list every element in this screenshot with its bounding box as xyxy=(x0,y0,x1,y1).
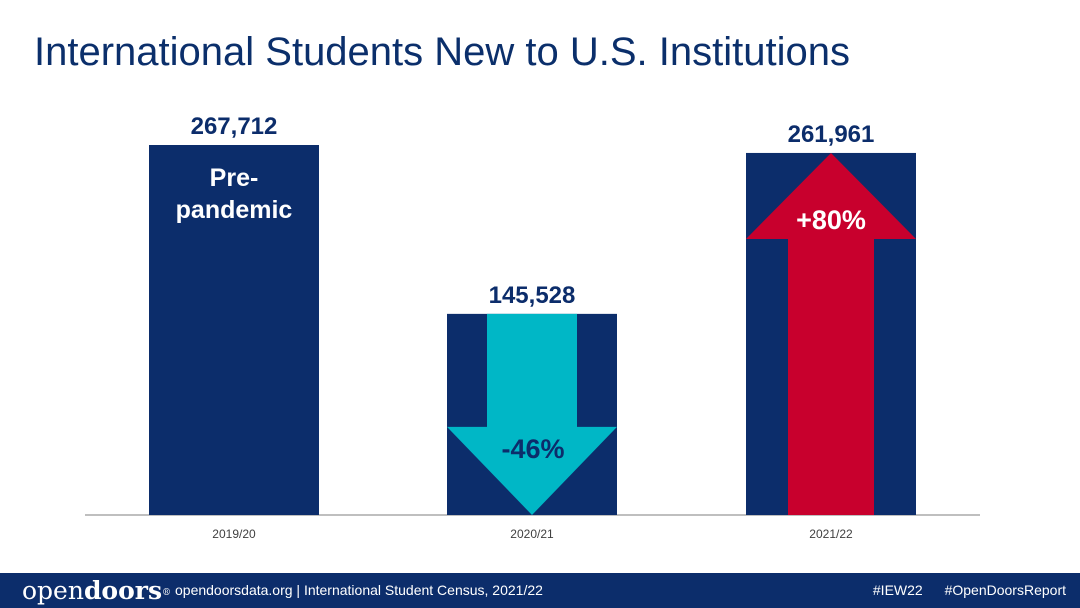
page-title: International Students New to U.S. Insti… xyxy=(34,30,850,74)
up-arrow-shape xyxy=(746,152,916,515)
bar-annotation-2021-22: +80% xyxy=(796,205,866,235)
value-label-2020-21: 145,528 xyxy=(489,282,576,309)
value-label-2021-22: 261,961 xyxy=(788,121,875,148)
footer-tag-iew22: #IEW22 xyxy=(872,582,923,598)
bar-annotation-2019-20-line-2: pandemic xyxy=(176,196,293,224)
x-tick-label-2021-22: 2021/22 xyxy=(809,527,853,541)
bar-2019-20 xyxy=(149,145,319,515)
bar-annotation-2019-20-line-1: Pre- xyxy=(210,164,259,192)
bar-chart: 267,712 2019/20 Pre-pandemic 145,528 2020/21… xyxy=(85,113,980,541)
x-tick-label-2019-20: 2019/20 xyxy=(212,527,256,541)
footer-tag-opendoorsreport: #OpenDoorsReport xyxy=(944,582,1066,598)
down-arrow-shape xyxy=(447,313,617,515)
logo-light-text: open xyxy=(22,576,84,605)
bar-annotation-2020-21: -46% xyxy=(501,434,564,464)
logo-registered-mark: ® xyxy=(162,588,172,598)
x-tick-label-2020-21: 2020/21 xyxy=(510,527,554,541)
footer-source: opendoorsdata.org | International Studen… xyxy=(175,582,543,598)
value-label-2019-20: 267,712 xyxy=(191,113,278,140)
footer-tags: #IEW22 #OpenDoorsReport xyxy=(873,582,1066,598)
logo-bold-text: doors xyxy=(83,576,163,605)
footer-bar: opendoors® opendoorsdata.org | Internati… xyxy=(0,573,1080,608)
opendoors-logo: opendoors® xyxy=(22,576,171,606)
